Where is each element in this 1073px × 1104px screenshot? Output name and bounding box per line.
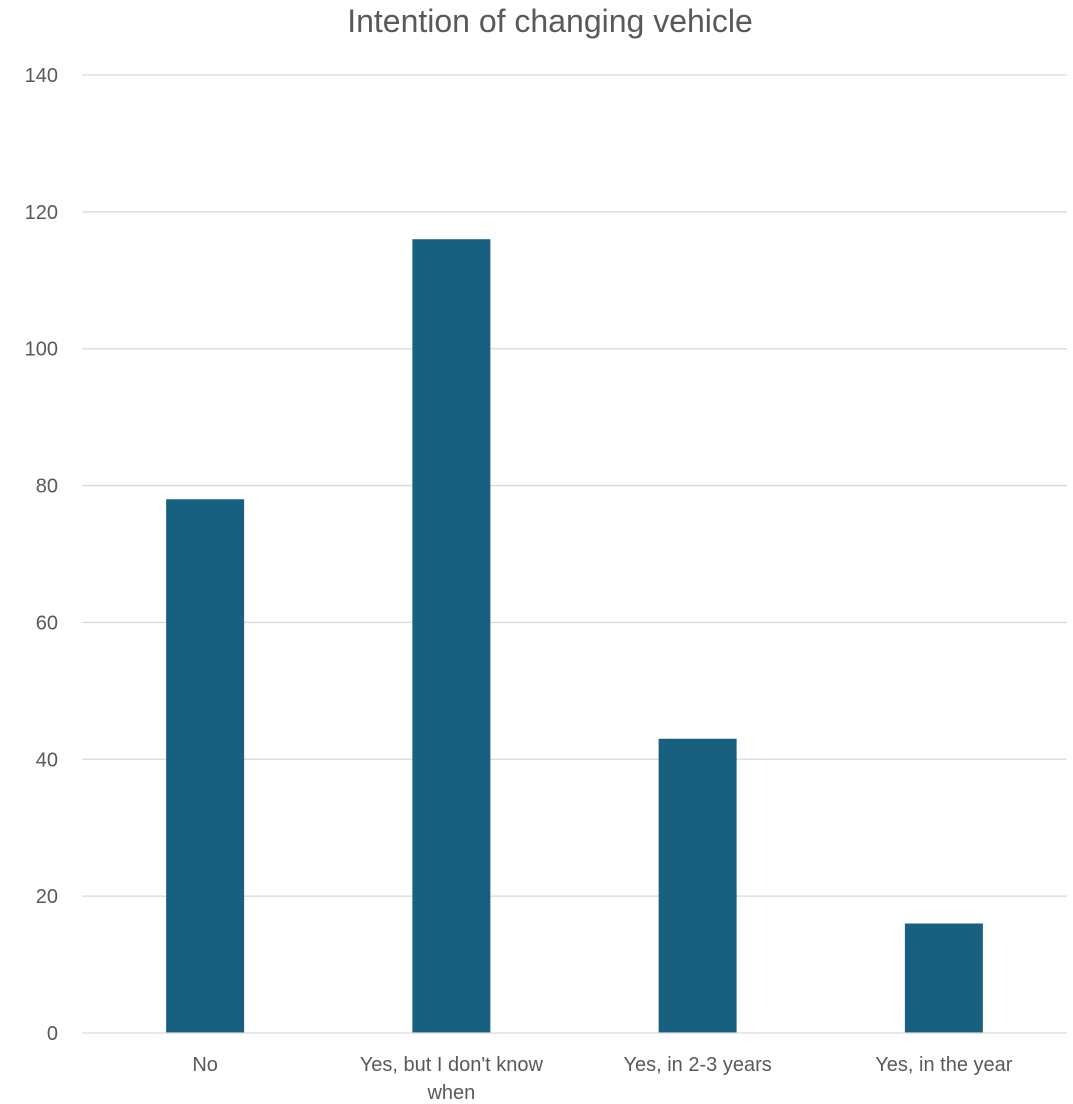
bars — [166, 239, 983, 1033]
y-tick-label: 100 — [25, 339, 58, 361]
bar — [904, 923, 983, 1033]
x-category-label: No — [192, 1054, 218, 1076]
y-tick-label: 0 — [47, 1023, 58, 1045]
bar — [658, 738, 737, 1033]
y-tick-label: 40 — [36, 749, 58, 771]
bar — [412, 239, 491, 1033]
y-axis-tick-labels: 0 20 40 60 80 100 120 140 — [25, 65, 58, 1045]
bar — [166, 499, 245, 1033]
x-category-label: Yes, in 2-3 years — [624, 1054, 772, 1076]
y-tick-label: 60 — [36, 612, 58, 634]
y-tick-label: 80 — [36, 476, 58, 498]
y-tick-label: 140 — [25, 65, 58, 87]
gridlines — [82, 74, 1067, 897]
x-axis-category-labels: No Yes, but I don't know when Yes, in 2-3 y… — [192, 1054, 1012, 1104]
y-tick-label: 120 — [25, 202, 58, 224]
y-tick-label: 20 — [36, 886, 58, 908]
x-category-label: Yes, but I don't know when — [360, 1054, 544, 1104]
chart-title: Intention of changing vehicle — [347, 3, 753, 39]
x-category-label: Yes, in the year — [875, 1054, 1012, 1076]
